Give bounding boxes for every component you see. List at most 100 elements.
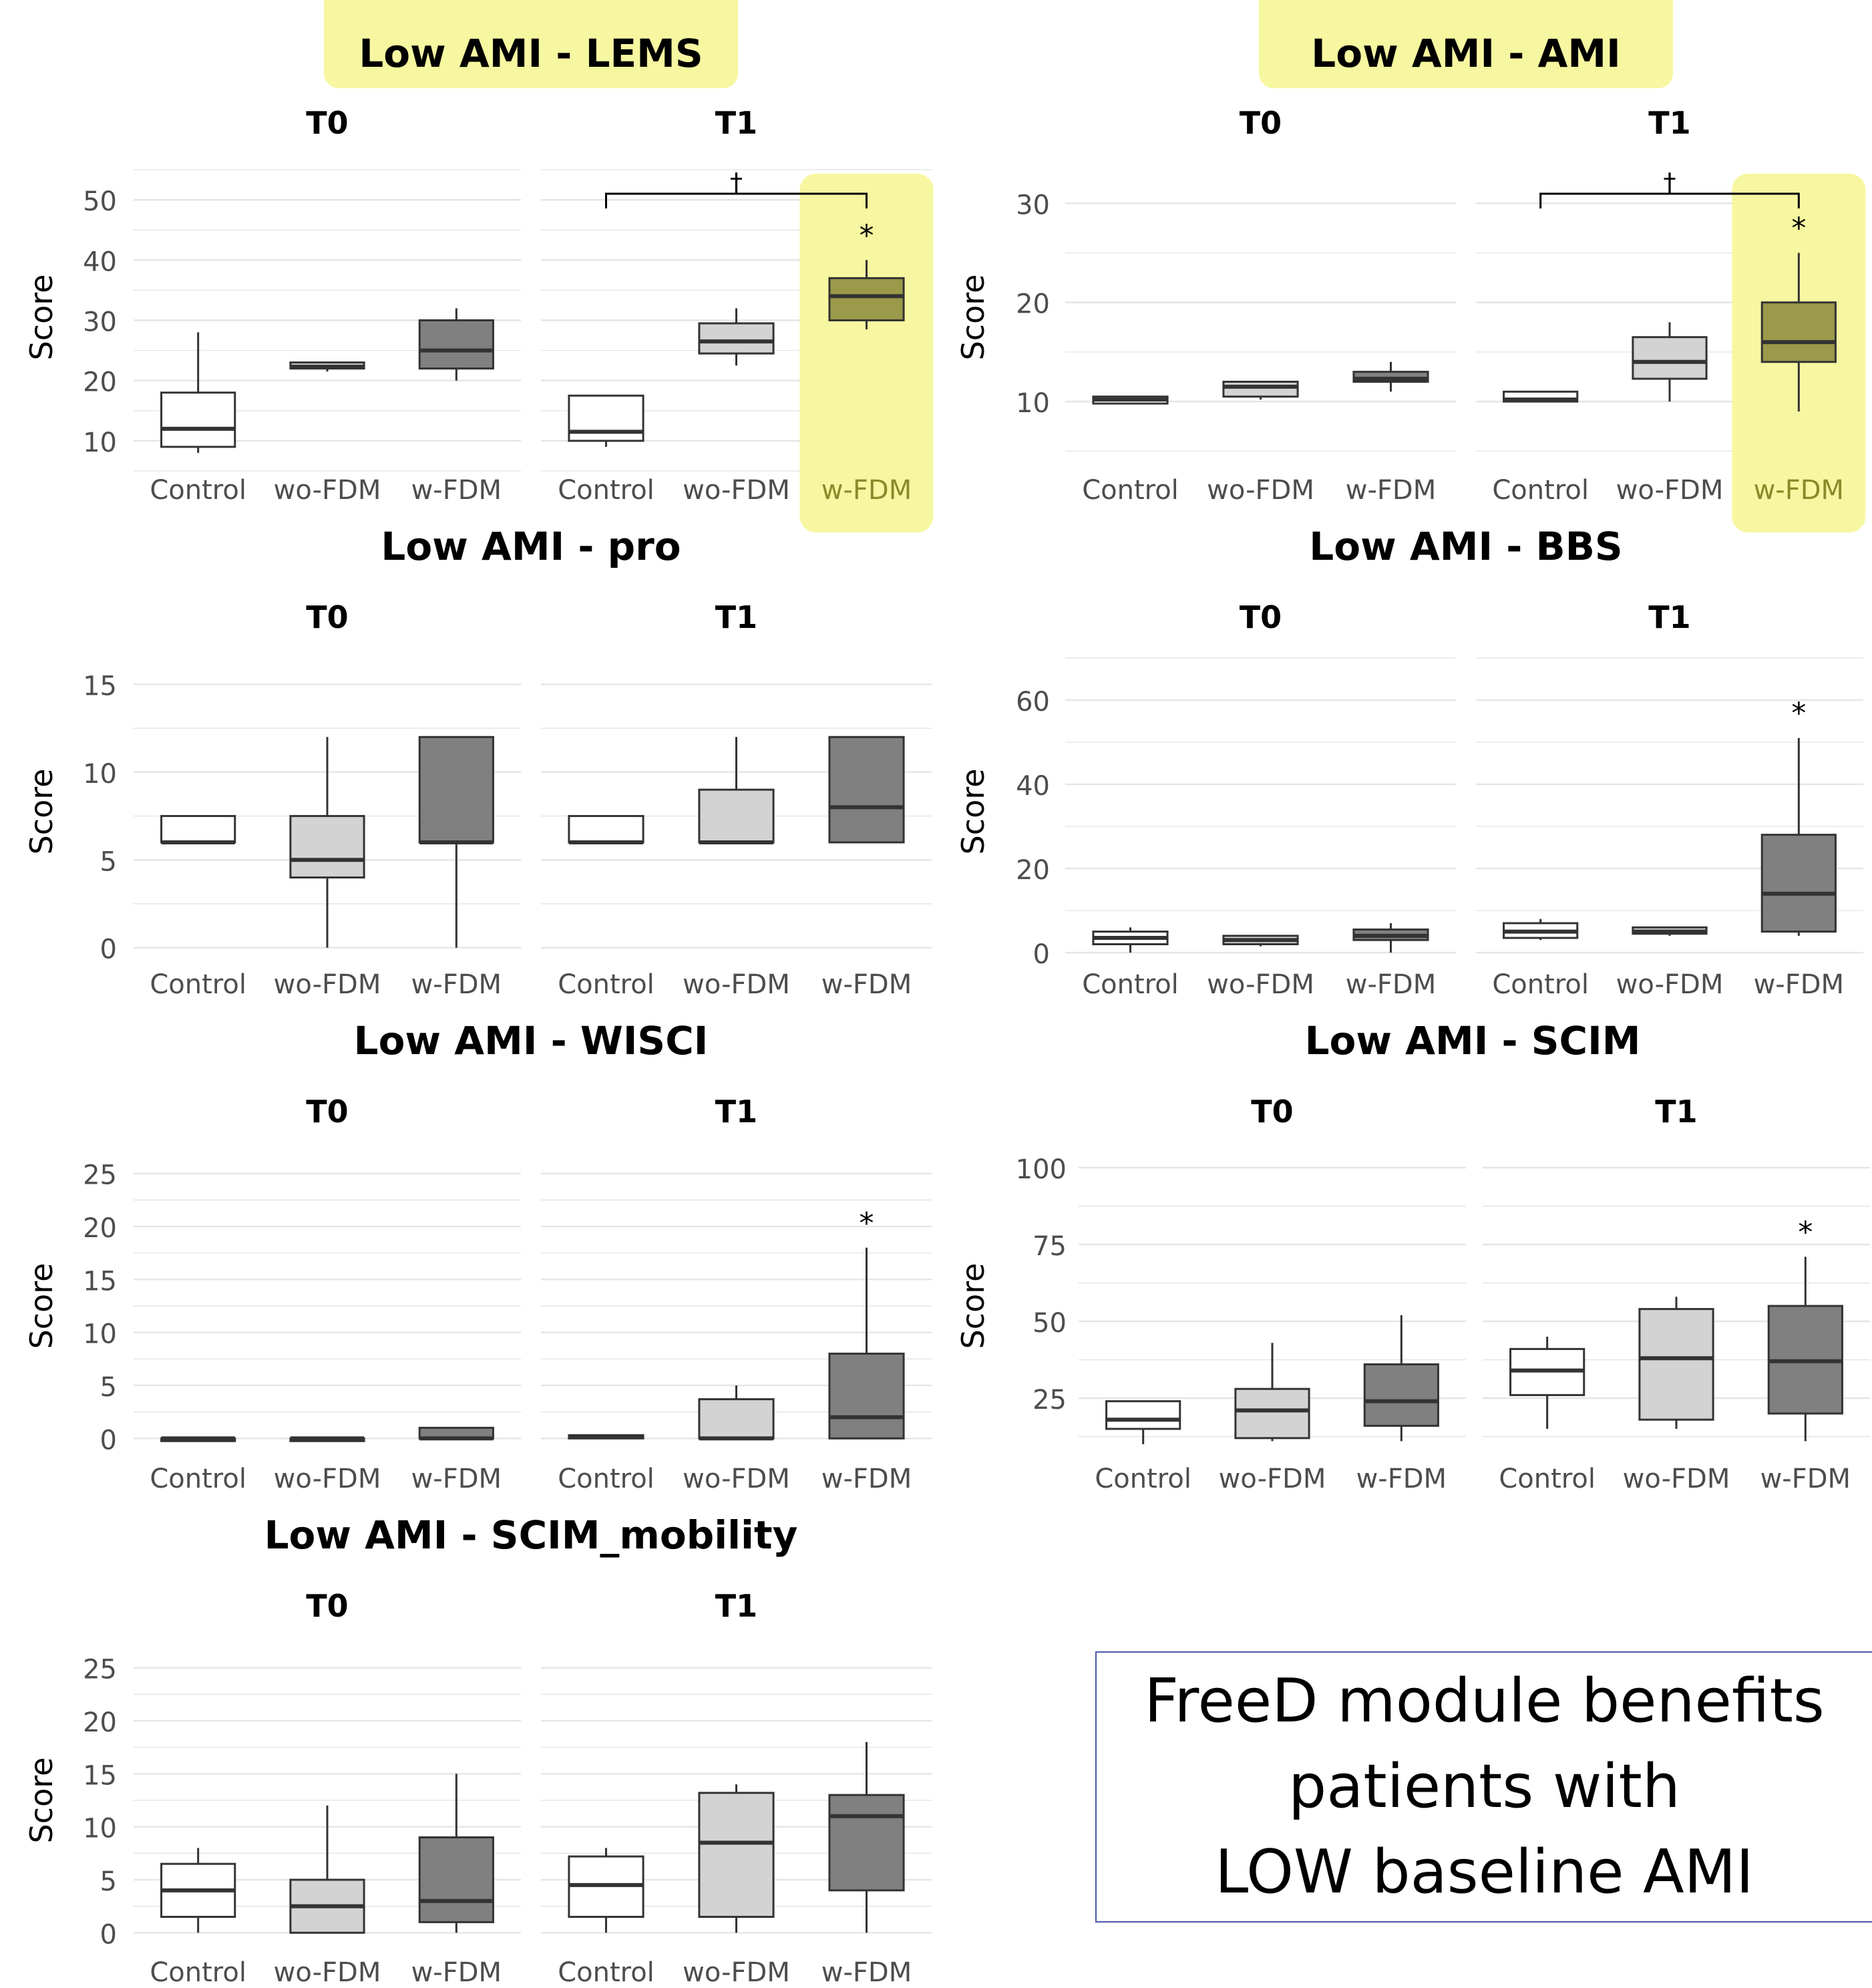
x-category-label: wo-FDM [1207, 969, 1314, 1000]
box-w-fdm [828, 1742, 905, 1933]
box-iqr [568, 815, 644, 844]
x-category-label: w-FDM [821, 969, 912, 1000]
box-w-fdm [1767, 1257, 1843, 1442]
x-category-label: w-FDM [821, 1957, 912, 1988]
y-tick-label: 40 [83, 246, 117, 277]
y-tick-label: 25 [1033, 1385, 1067, 1416]
x-category-label: w-FDM [1356, 1464, 1447, 1494]
facet-title: T0 [1240, 599, 1282, 635]
chart-panel: Low AMI - pro Score 0 5 10 15 T0 Control wo-FDM w… [23, 524, 932, 1000]
significance-star: * [1798, 1215, 1813, 1249]
x-category-label: w-FDM [411, 1464, 502, 1494]
title-highlight [324, 0, 738, 88]
box-wo-fdm [289, 737, 365, 948]
x-category-label: Control [150, 969, 246, 1000]
box-iqr [160, 391, 236, 448]
x-category-label: wo-FDM [1207, 475, 1314, 506]
box-control [568, 1848, 644, 1933]
y-axis-label: Score [955, 1263, 991, 1349]
facet-title: T1 [715, 599, 757, 635]
note-line-1: FreeD module benefits [1144, 1666, 1825, 1736]
x-category-label: wo-FDM [274, 1957, 381, 1988]
chart-panel: Low AMI - SCIM Score 25 50 75 100 T0 Control wo-… [955, 1018, 1870, 1494]
conclusion-note: FreeD module benefits patients with LOW … [1095, 1651, 1872, 1923]
chart-title: Low AMI - SCIM_mobility [264, 1512, 798, 1558]
box-w-fdm [418, 308, 494, 381]
y-axis-label: Score [955, 769, 991, 855]
note-line-2: patients with [1288, 1752, 1680, 1822]
y-axis-label: Score [23, 769, 59, 855]
chart-title: Low AMI - AMI [1311, 31, 1620, 76]
y-tick-label: 10 [83, 1319, 117, 1350]
chart-title: Low AMI - WISCI [354, 1018, 709, 1063]
y-tick-label: 10 [83, 1814, 117, 1844]
significance-star: * [860, 218, 874, 253]
box-control [1092, 395, 1169, 405]
box-iqr [698, 788, 775, 844]
box-w-fdm [1760, 737, 1837, 936]
y-tick-label: 0 [1033, 939, 1050, 970]
facet-title: T0 [306, 105, 348, 141]
y-tick-label: 0 [100, 1919, 117, 1950]
facet-title: T1 [1648, 105, 1690, 141]
y-tick-label: 60 [1016, 687, 1050, 717]
y-tick-label: 15 [83, 671, 117, 701]
x-category-label: w-FDM [411, 475, 502, 506]
box-control [1503, 919, 1579, 941]
box-wo-fdm [698, 737, 775, 844]
box-iqr [418, 735, 494, 844]
box-iqr [1234, 1387, 1310, 1440]
chart-panel: Low AMI - LEMS Score 10 20 30 40 50 T0 Control wo… [23, 0, 934, 532]
x-category-label: Control [150, 1464, 246, 1494]
significance-star: * [860, 1206, 874, 1240]
y-axis-label: Score [23, 1263, 59, 1349]
y-tick-label: 100 [1016, 1154, 1067, 1185]
x-category-label: w-FDM [1346, 969, 1436, 1000]
x-category-label: w-FDM [821, 1464, 912, 1494]
box-w-fdm [418, 735, 494, 948]
box-iqr [1105, 1400, 1181, 1430]
box-iqr [698, 1792, 775, 1918]
chart-panel: Low AMI - AMI Score 10 20 30 T0 Control wo-FDM w… [955, 0, 1866, 532]
x-category-label: Control [1492, 475, 1589, 506]
y-tick-label: 5 [100, 1372, 117, 1403]
box-wo-fdm [1632, 926, 1708, 936]
x-category-label: w-FDM [1754, 475, 1844, 506]
box-control [160, 332, 236, 453]
significance-star: * [1791, 212, 1806, 246]
x-category-label: w-FDM [1754, 969, 1844, 1000]
box-iqr [418, 319, 494, 370]
y-tick-label: 20 [83, 367, 117, 398]
y-tick-label: 0 [100, 1425, 117, 1456]
facet-title: T0 [306, 1094, 348, 1130]
significance-bracket [605, 192, 868, 208]
x-category-label: Control [558, 969, 654, 1000]
y-tick-label: 25 [83, 1160, 117, 1191]
box-w-fdm [418, 1774, 494, 1933]
x-category-label: wo-FDM [683, 1957, 790, 1988]
facet-title: T1 [1655, 1094, 1697, 1130]
x-category-label: wo-FDM [1219, 1464, 1326, 1494]
chart-title: Low AMI - SCIM [1305, 1018, 1641, 1063]
box-iqr [828, 1794, 905, 1892]
box-control [1503, 390, 1579, 403]
bracket-label: † [730, 168, 743, 197]
box-control [568, 1434, 644, 1440]
box-control [160, 1436, 236, 1442]
box-control [1092, 927, 1169, 953]
y-tick-label: 10 [1016, 388, 1050, 419]
title-highlight [1259, 0, 1673, 88]
x-category-label: wo-FDM [1616, 475, 1724, 506]
x-category-label: Control [1082, 969, 1179, 1000]
y-tick-label: 5 [100, 1866, 117, 1897]
box-iqr [160, 815, 236, 844]
y-tick-label: 50 [1033, 1308, 1067, 1339]
y-tick-label: 20 [1016, 855, 1050, 886]
box-control [568, 394, 644, 447]
box-wo-fdm [698, 308, 775, 366]
y-tick-label: 20 [83, 1707, 117, 1738]
y-tick-label: 15 [83, 1760, 117, 1791]
box-w-fdm [1352, 361, 1429, 392]
box-iqr [1760, 301, 1837, 363]
x-category-label: wo-FDM [683, 475, 790, 506]
